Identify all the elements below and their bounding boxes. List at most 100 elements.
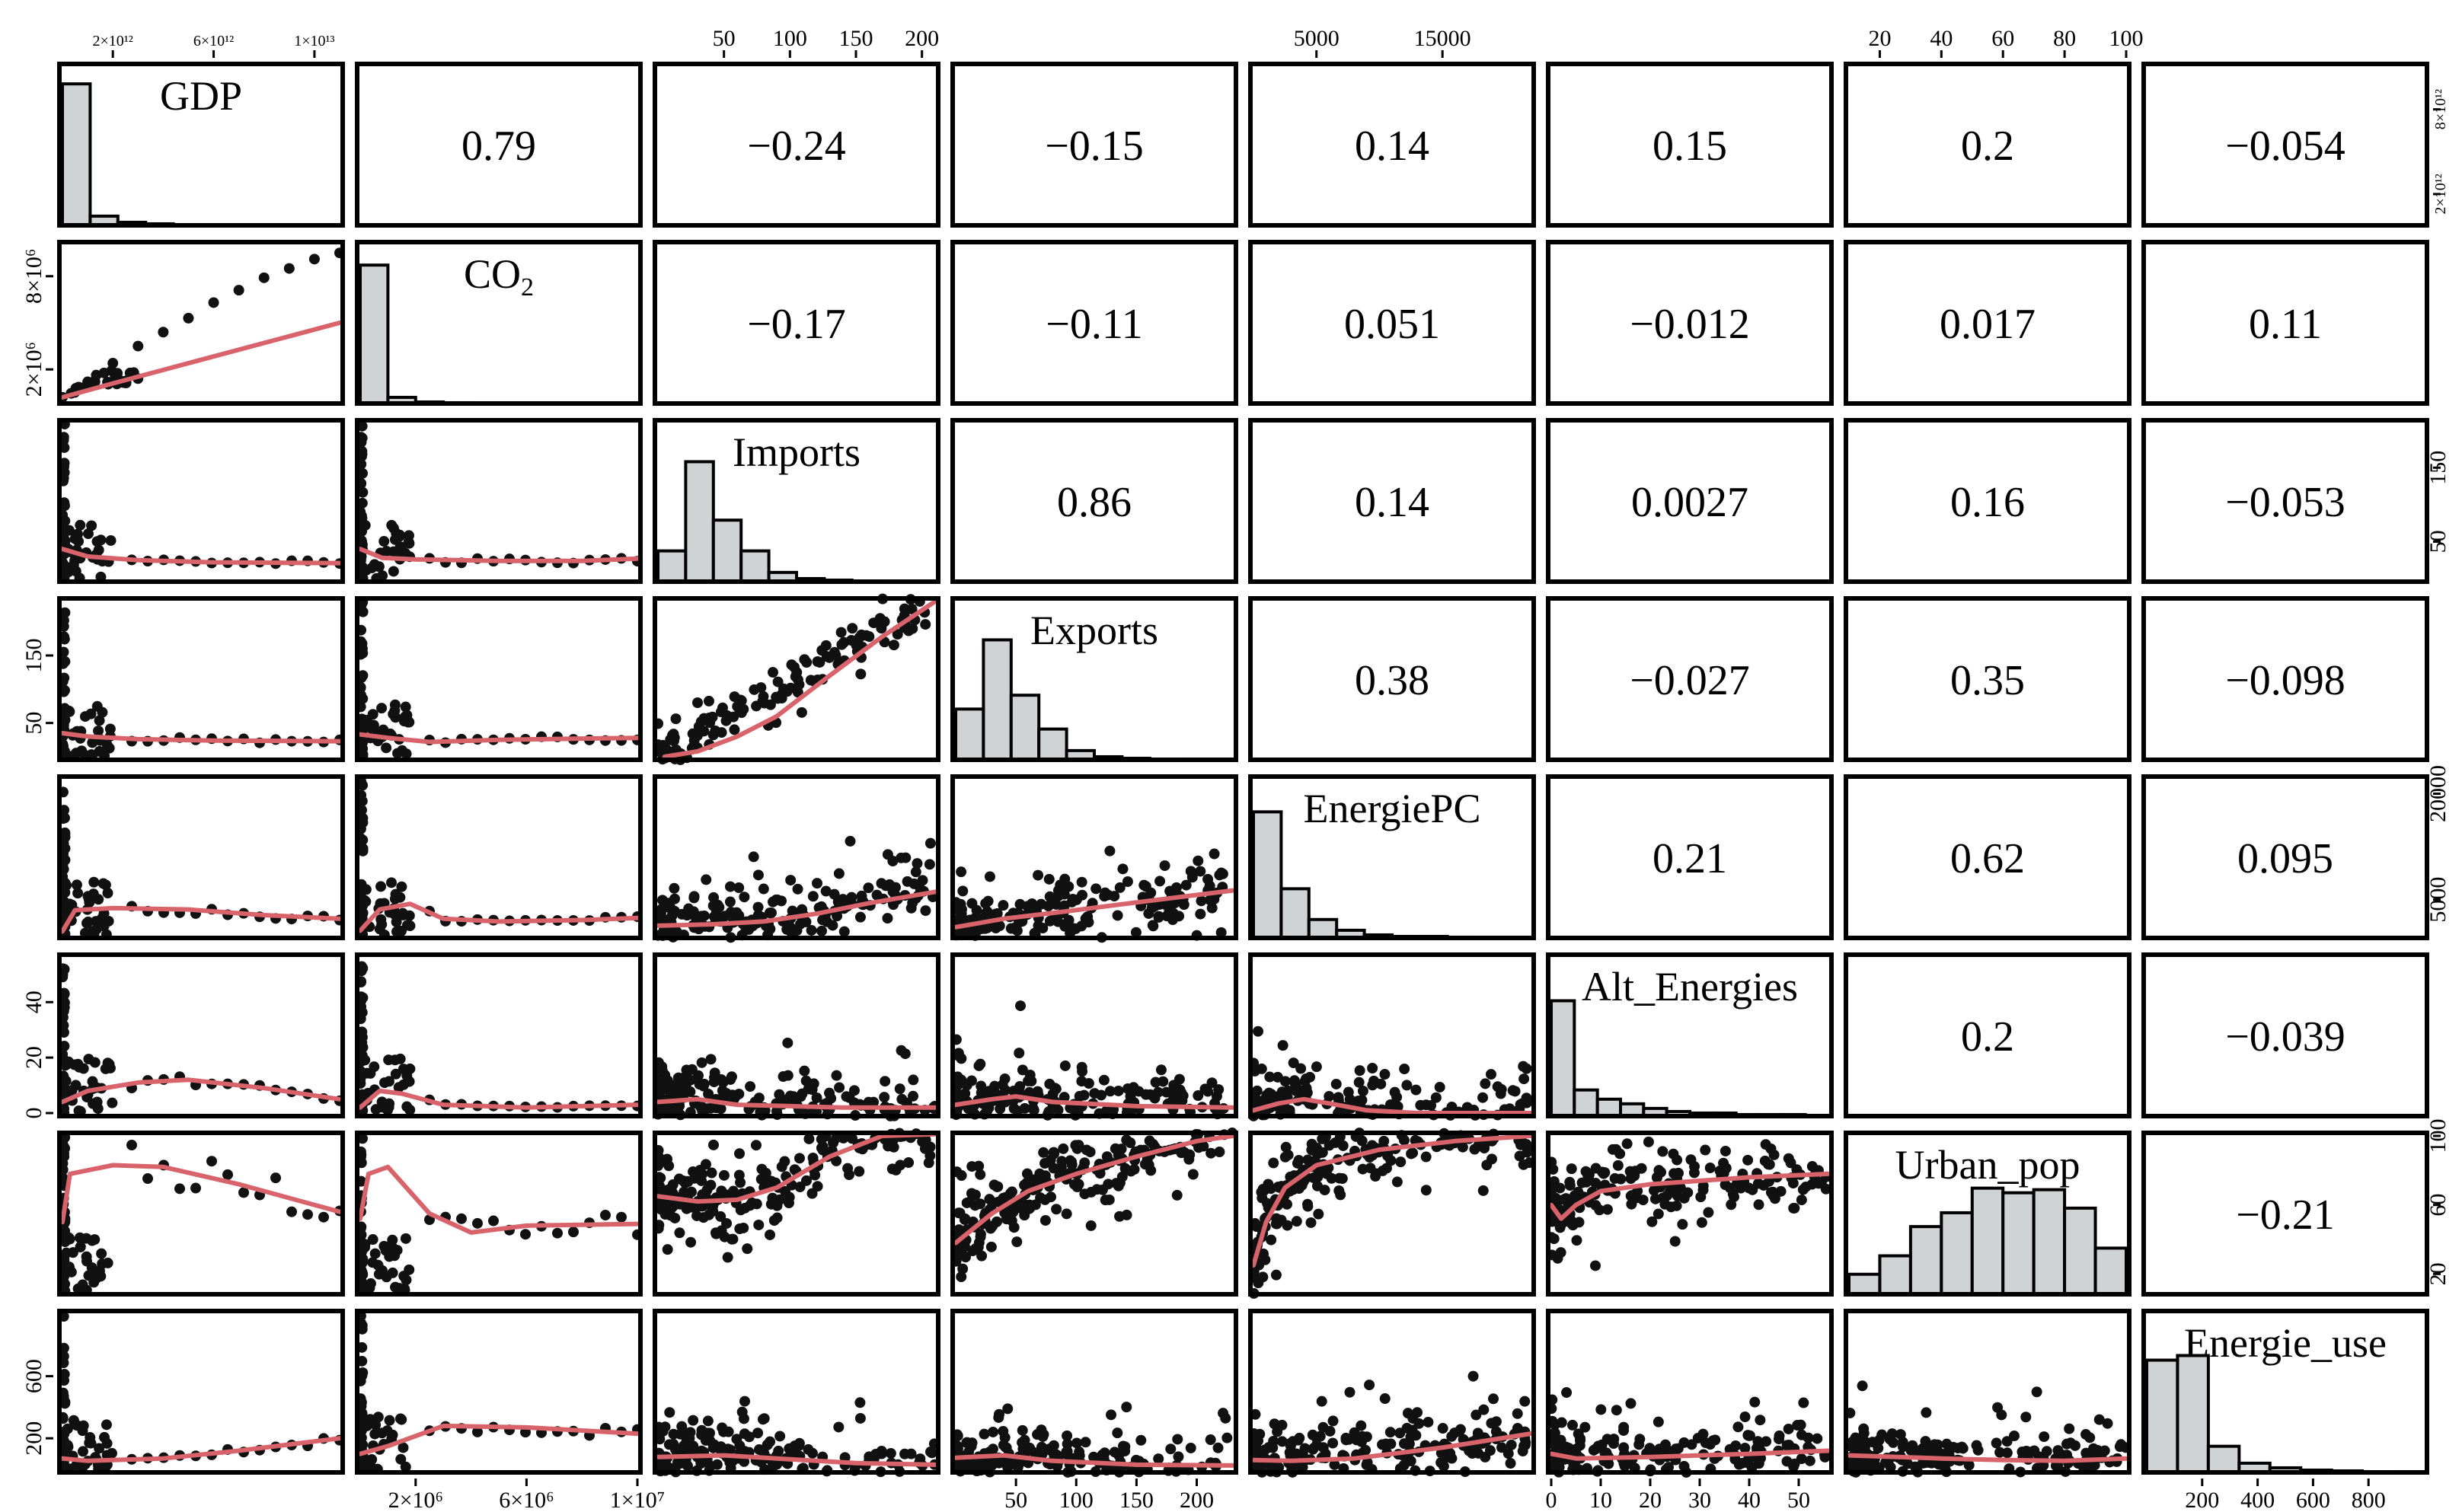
point-Exports-vs-GDP-65 [85, 708, 97, 719]
tick-label-bottom-Alt_Energies-4: 40 [1738, 1488, 1761, 1512]
point-Energie_use-vs-Exports-201 [1074, 1450, 1085, 1461]
point-EnergiePC-vs-Imports-125 [724, 896, 736, 908]
panel-frame-r6-c4 [1248, 1131, 1536, 1297]
point-Urban_pop-vs-Exports-131 [1214, 1147, 1225, 1158]
point-Urban_pop-vs-EnergiePC-162 [1313, 1208, 1324, 1220]
point-Energie_use-vs-Imports-166 [739, 1428, 750, 1440]
point-CO2-vs-GDP-5 [183, 312, 194, 324]
point-Urban_pop-vs-Exports-197 [1066, 1156, 1078, 1168]
point-Energie_use-vs-Exports-124 [1135, 1434, 1147, 1446]
point-Urban_pop-vs-Exports-41 [1008, 1222, 1020, 1233]
point-Alt_Energies-vs-Exports-120 [1014, 1083, 1025, 1095]
point-Alt_Energies-vs-Exports-1 [1206, 1077, 1218, 1089]
point-Urban_pop-vs-EnergiePC-105 [1378, 1135, 1390, 1147]
point-Energie_use-vs-EnergiePC-204 [1519, 1440, 1531, 1451]
hist-bar-GDP-0 [61, 82, 92, 227]
point-Energie_use-vs-Exports-23 [1121, 1402, 1132, 1413]
point-Exports-vs-Imports-87 [847, 623, 858, 634]
panel-r1-c4: 0.051 [1248, 240, 1536, 406]
point-Energie_use-vs-CO2-58 [366, 1454, 378, 1466]
hist-bar-Energie_use-0 [2145, 1358, 2179, 1475]
point-EnergiePC-vs-Exports-174 [1122, 876, 1133, 887]
point-Energie_use-vs-EnergiePC-199 [1484, 1445, 1496, 1456]
variable-label-CO2: CO2 [464, 251, 534, 301]
point-Alt_Energies-vs-GDP-29 [59, 988, 70, 1000]
point-Exports-vs-Imports-128 [792, 674, 803, 685]
smooth-line-EnergiePC-vs-Exports [953, 888, 1235, 930]
point-Urban_pop-vs-EnergiePC-133 [1266, 1234, 1277, 1246]
smooth-line-Alt_Energies-vs-Exports [953, 1094, 1235, 1110]
point-Urban_pop-vs-EnergiePC-219 [1395, 1156, 1407, 1168]
point-Energie_use-vs-Imports-215 [723, 1426, 734, 1437]
point-Energie_use-vs-EnergiePC-176 [1512, 1408, 1523, 1419]
point-EnergiePC-vs-Exports-118 [1164, 905, 1175, 917]
point-Alt_Energies-vs-Exports-156 [960, 1088, 971, 1099]
panel-r1-c6: 0.017 [1844, 240, 2131, 406]
panel-frame-r7-c0 [57, 1309, 345, 1475]
point-EnergiePC-vs-Exports-19 [1117, 863, 1129, 875]
point-Imports-vs-GDP-66 [91, 536, 103, 547]
point-EnergiePC-vs-CO2-58 [404, 920, 416, 932]
point-Alt_Energies-vs-CO2-59 [377, 1102, 388, 1113]
panel-frame-r4-c6 [1844, 774, 2131, 940]
point-Energie_use-vs-Exports-209 [1205, 1434, 1216, 1446]
point-Exports-vs-Imports-69 [720, 715, 732, 726]
point-EnergiePC-vs-Imports-112 [888, 899, 899, 911]
point-Urban_pop-vs-Exports-29 [1103, 1179, 1114, 1190]
point-EnergiePC-vs-CO2-27 [357, 817, 369, 828]
point-Energie_use-vs-Imports-197 [686, 1445, 698, 1456]
tick-label-bottom-Exports-2: 150 [1119, 1488, 1154, 1512]
point-Energie_use-vs-EnergiePC-61 [1470, 1409, 1482, 1421]
point-Urban_pop-vs-Alt_Energies-108 [1601, 1204, 1613, 1215]
point-Urban_pop-vs-Alt_Energies-134 [1678, 1192, 1690, 1204]
panel-frame-r3-c3 [950, 596, 1238, 762]
point-Urban_pop-vs-Alt_Energies-36 [1653, 1208, 1664, 1220]
point-Energie_use-vs-CO2-59 [396, 1414, 407, 1425]
point-Alt_Energies-vs-CO2-50 [359, 1054, 371, 1066]
point-Energie_use-vs-Imports-189 [854, 1397, 866, 1408]
tick-label-right-Urban_pop-2: 100 [2425, 1119, 2451, 1153]
point-Alt_Energies-vs-Exports-129 [1059, 1092, 1070, 1103]
point-Imports-vs-GDP-61 [86, 520, 97, 531]
panel-frame-r6-c7 [2141, 1131, 2429, 1297]
smooth-line-Energie_use-vs-Exports [953, 1453, 1235, 1468]
point-Urban_pop-vs-Imports-196 [663, 1160, 675, 1172]
variable-label-Imports: Imports [733, 429, 861, 475]
point-Imports-vs-CO2-13 [357, 486, 369, 498]
point-Urban_pop-vs-Imports-112 [738, 1222, 749, 1233]
point-Exports-vs-CO2-55 [367, 709, 378, 720]
point-Energie_use-vs-Urban_pop-96 [1873, 1434, 1885, 1446]
panel-frame-r6-c5 [1546, 1131, 1834, 1297]
point-Urban_pop-vs-Alt_Energies-30 [1555, 1247, 1566, 1258]
point-EnergiePC-vs-Exports-103 [1076, 876, 1087, 888]
point-EnergiePC-vs-GDP-65 [90, 916, 101, 927]
point-Urban_pop-vs-Imports-144 [722, 1252, 733, 1263]
panel-r4-c4: EnergiePC [1248, 774, 1536, 940]
point-EnergiePC-vs-Exports-217 [994, 920, 1005, 932]
hist-bar-Urban_pop-0 [1847, 1272, 1882, 1296]
hist-bar-Urban_pop-6 [2032, 1188, 2067, 1297]
point-Alt_Energies-vs-Imports-188 [808, 1078, 819, 1089]
point-Energie_use-vs-GDP-62 [78, 1420, 89, 1431]
point-Urban_pop-vs-CO2-79 [568, 1227, 579, 1238]
point-Energie_use-vs-Exports-115 [1173, 1451, 1184, 1463]
point-Alt_Energies-vs-Exports-80 [1014, 1048, 1025, 1059]
point-Urban_pop-vs-EnergiePC-108 [1406, 1148, 1417, 1160]
point-Alt_Energies-vs-Exports-198 [1000, 1084, 1011, 1096]
point-Urban_pop-vs-EnergiePC-185 [1293, 1154, 1304, 1166]
panel-frame-r0-c5 [1546, 62, 1834, 228]
point-Alt_Energies-vs-Imports-178 [784, 1090, 796, 1102]
panel-r1-c3: −0.11 [950, 240, 1238, 406]
correlation-Exports-Alt_Energies: −0.027 [1630, 657, 1750, 704]
variable-label-Exports: Exports [1030, 608, 1158, 653]
correlation-GDP-CO2: 0.79 [461, 123, 536, 170]
point-Energie_use-vs-CO2-64 [369, 1428, 381, 1440]
point-Imports-vs-CO2-69 [373, 561, 385, 573]
point-Urban_pop-vs-CO2-78 [552, 1227, 563, 1239]
point-Energie_use-vs-Exports-22 [1080, 1437, 1091, 1448]
point-Alt_Energies-vs-Exports-182 [1169, 1086, 1180, 1097]
point-Urban_pop-vs-Imports-178 [719, 1231, 730, 1242]
point-Alt_Energies-vs-Imports-64 [745, 1081, 756, 1093]
point-Energie_use-vs-Urban_pop-204 [2039, 1431, 2050, 1443]
point-Urban_pop-vs-Imports-154 [803, 1133, 815, 1144]
